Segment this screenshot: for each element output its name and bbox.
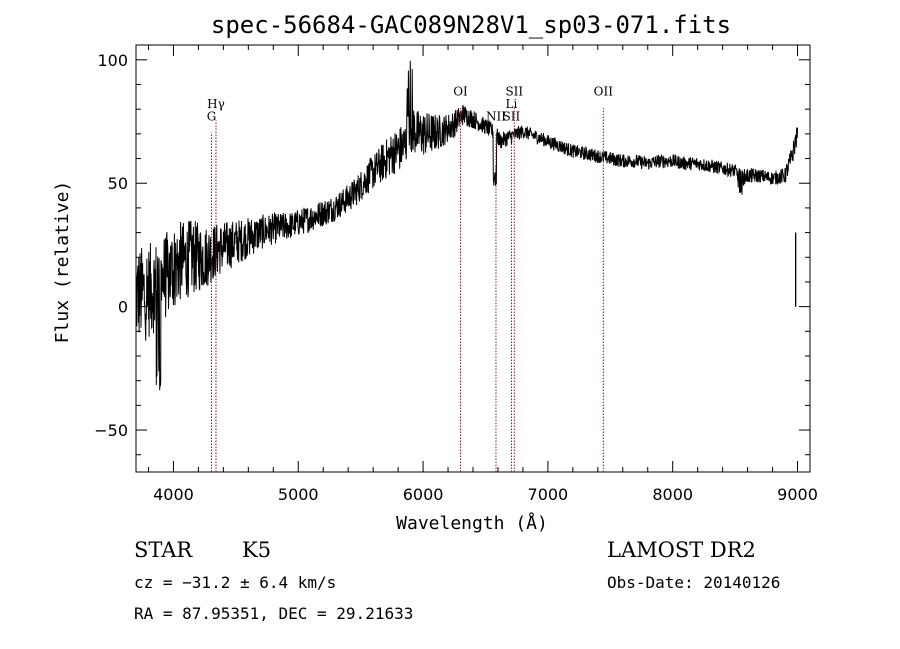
line-marker-label: G [207, 109, 217, 123]
y-tick-label: −50 [94, 421, 128, 440]
line-marker-label: OI [453, 85, 468, 99]
y-tick-label: 50 [108, 174, 128, 193]
line-marker-label: SII [505, 85, 523, 99]
observation-date: Obs-Date: 20140126 [607, 573, 781, 592]
line-marker-label: Hγ [207, 97, 225, 111]
object-class: STAR [134, 538, 193, 562]
line-marker-label: NII [486, 109, 506, 123]
x-tick-label: 8000 [652, 485, 693, 504]
redshift-velocity: cz = −31.2 ± 6.4 km/s [134, 573, 337, 592]
x-axis-label: Wavelength (Å) [396, 512, 548, 534]
plot-area [135, 44, 811, 473]
x-tick-label: 5000 [278, 485, 319, 504]
x-axis: 4000 5000 6000 7000 8000 9000 [147, 45, 818, 504]
line-marker-label: SII [503, 109, 521, 123]
y-tick-label: 100 [97, 51, 128, 70]
spectrum-line [136, 60, 798, 391]
line-marker-label: OII [594, 85, 614, 99]
y-tick-label: 0 [118, 298, 128, 317]
survey-name: LAMOST DR2 [607, 538, 756, 562]
line-marker-label: Li [506, 97, 518, 111]
coordinates: RA = 87.95351, DEC = 29.21633 [134, 604, 414, 623]
x-tick-label: 4000 [153, 485, 194, 504]
x-tick-label: 9000 [777, 485, 818, 504]
x-tick-label: 7000 [528, 485, 569, 504]
object-subclass: K5 [242, 538, 272, 562]
chart-title: spec-56684-GAC089N28V1_sp03-071.fits [211, 11, 731, 39]
x-tick-label: 6000 [403, 485, 444, 504]
y-axis: −50 0 50 100 [94, 51, 810, 456]
y-axis-label: Flux (relative) [52, 181, 73, 344]
